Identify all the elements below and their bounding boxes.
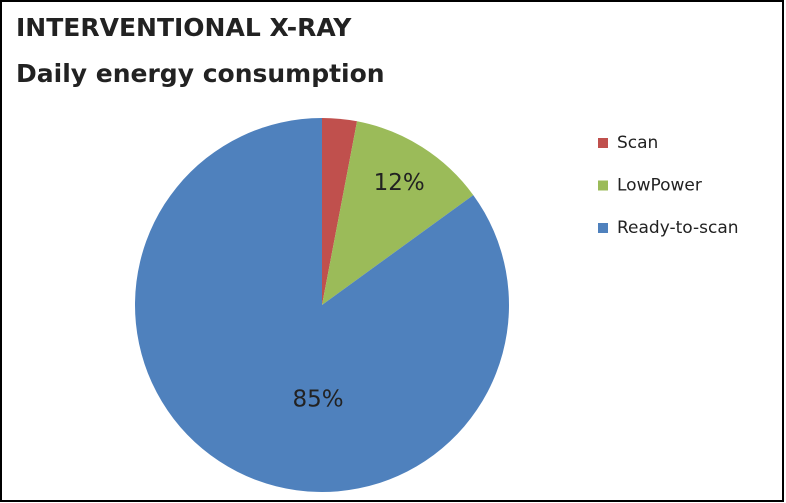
data-label: 12% bbox=[374, 170, 425, 196]
chart-subtitle: Daily energy consumption bbox=[16, 59, 385, 88]
pie-slice bbox=[134, 118, 509, 492]
legend-label: Ready-to-scan bbox=[617, 218, 739, 238]
legend-swatch bbox=[598, 180, 608, 191]
legend-swatch bbox=[598, 138, 608, 148]
chart-title: INTERVENTIONAL X-RAY bbox=[16, 13, 352, 42]
pie-slice bbox=[322, 118, 358, 305]
data-label: 85% bbox=[292, 387, 343, 413]
pie-slice bbox=[322, 121, 474, 305]
legend-label: LowPower bbox=[617, 176, 702, 196]
legend-swatch bbox=[598, 223, 608, 233]
legend-label: Scan bbox=[617, 133, 658, 153]
